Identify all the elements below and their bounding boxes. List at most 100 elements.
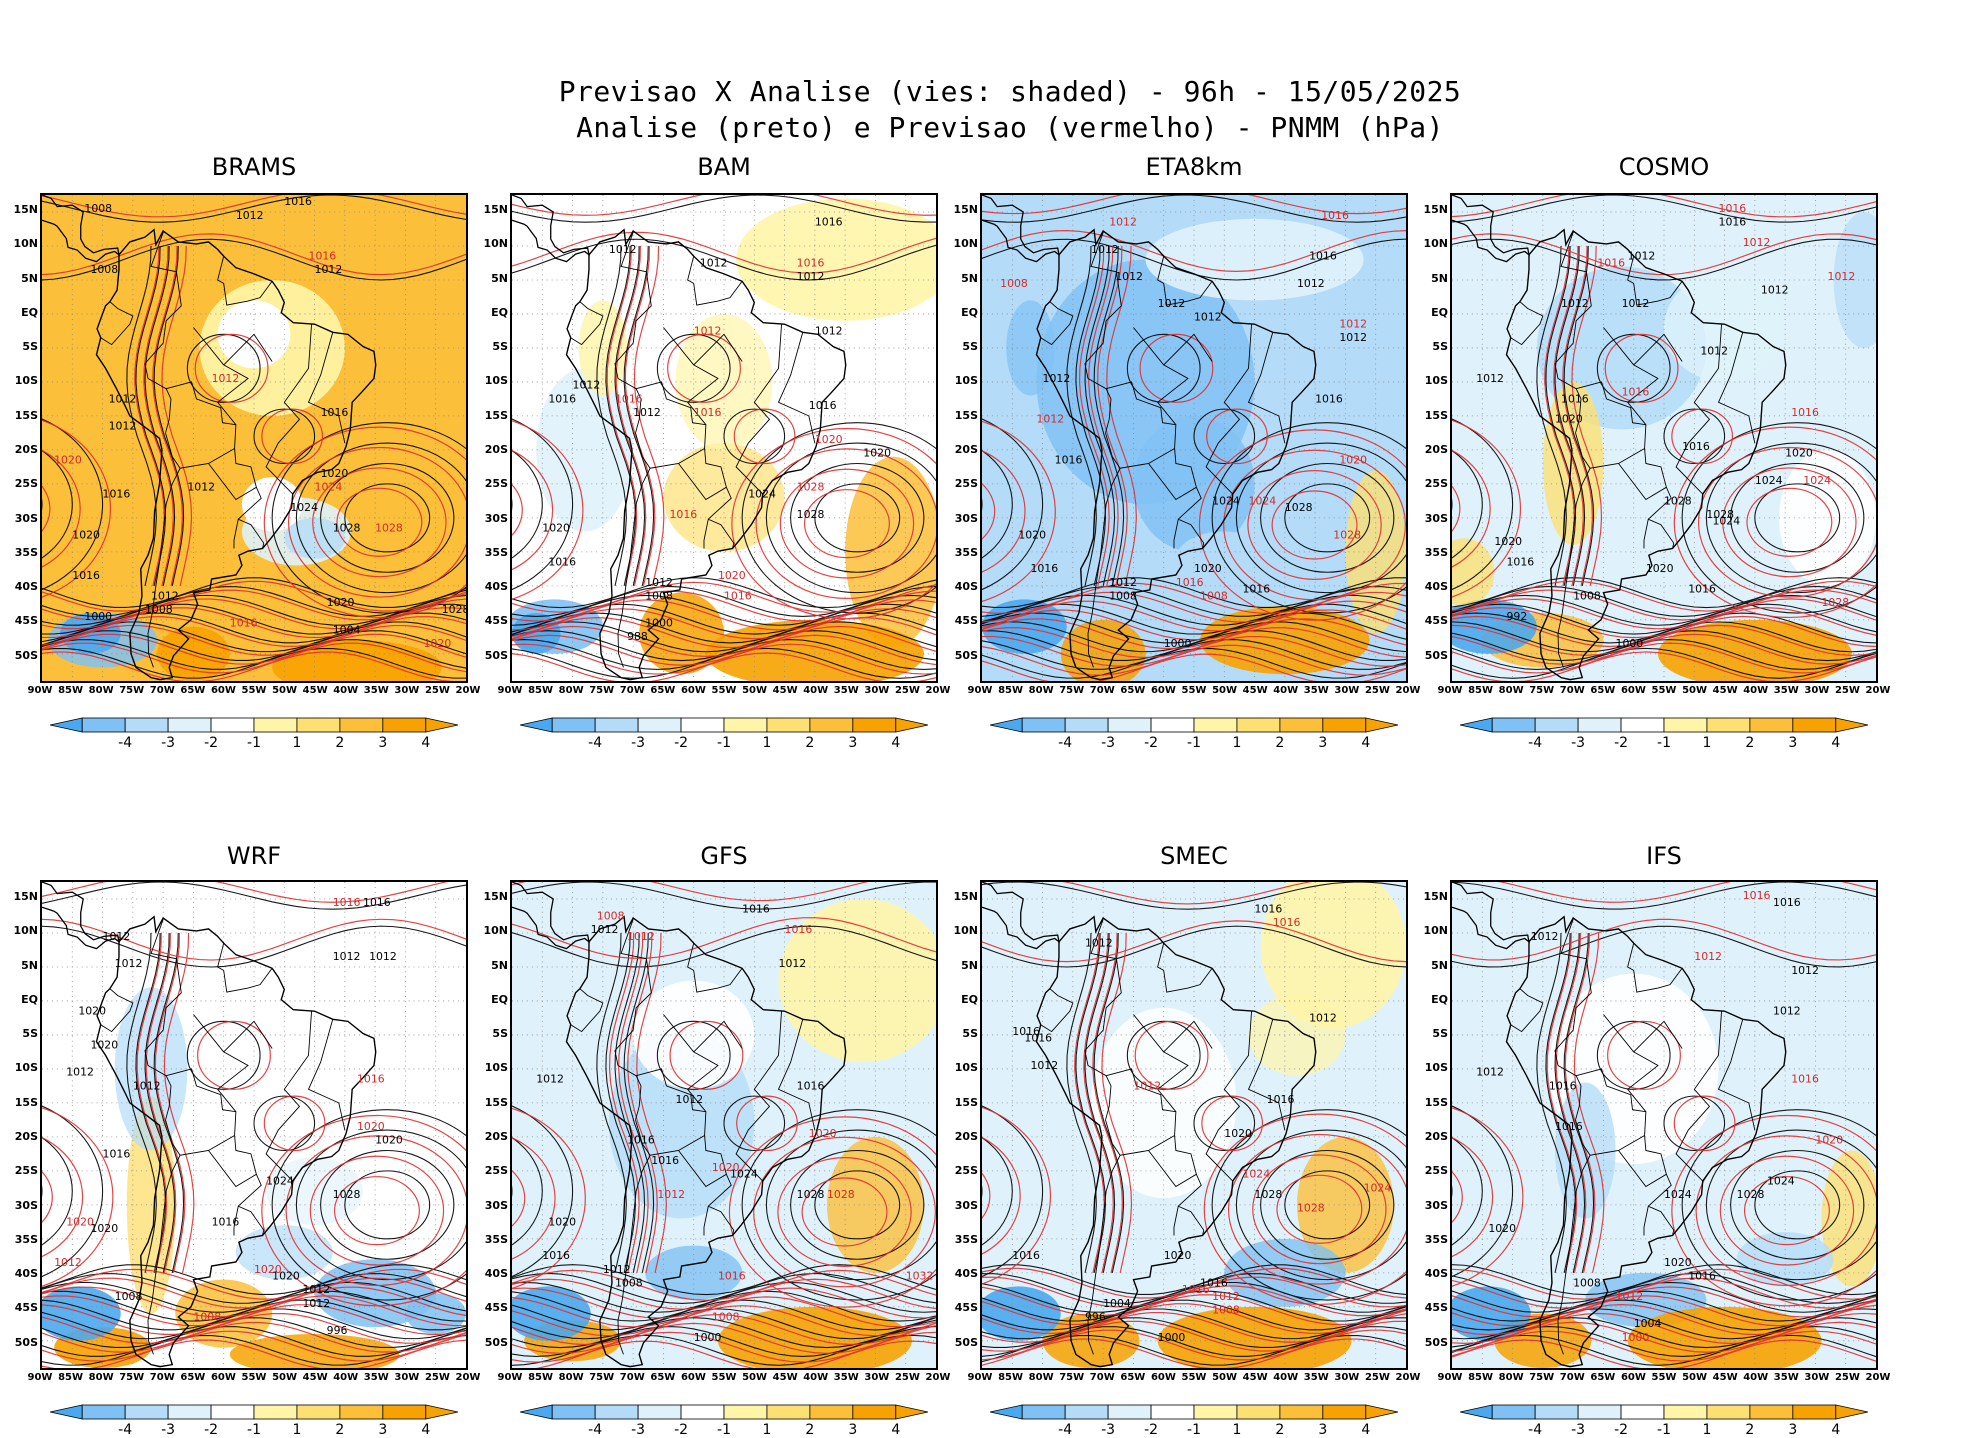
lon-tick-label: 35W (833, 1372, 859, 1383)
isobar-line (982, 450, 1026, 573)
central-america-coastline (982, 195, 1060, 263)
lat-tick-label: 20S (484, 442, 508, 456)
isobar-line (1452, 633, 1876, 665)
colorbar-segment (1706, 1404, 1751, 1420)
forecast-isobar-label: 1016 (1743, 889, 1771, 902)
border-line (687, 256, 743, 306)
forecast-isobar-label: 1012 (1109, 216, 1137, 229)
forecast-isobar-label: 1012 (1616, 1290, 1644, 1303)
analysis-isobar-label: 1028 (797, 508, 825, 521)
border-line (1627, 364, 1659, 425)
isobar-line (801, 1177, 888, 1247)
isobar-line (1101, 932, 1133, 1274)
panel-title: WRF (226, 842, 282, 870)
border-line (663, 1014, 743, 1053)
bias-blob (633, 980, 755, 1090)
lon-tick-label: 20W (1865, 685, 1891, 696)
analysis-isobar-label: 1016 (1507, 555, 1535, 568)
isobar-line (287, 446, 466, 598)
border-line (1084, 919, 1122, 1121)
central-america-coastline (512, 882, 590, 950)
south-america-coastline (1035, 915, 1317, 1368)
analysis-isobar-label: 1012 (302, 1297, 330, 1310)
lon-tick-label: 35W (833, 685, 859, 696)
lat-tick-label: EQ (961, 305, 978, 319)
colorbar-label: -4 (1528, 735, 1543, 751)
isobar-line (982, 1172, 991, 1219)
forecast-isobar-label: 1016 (333, 896, 361, 909)
analysis-isobar-label: 1020 (1194, 562, 1222, 575)
analysis-isobar-label: 1012 (1622, 297, 1650, 310)
map-frame: 1016 1016 1012 1012 1012 1012 1012 1016 1016 1016… (1450, 880, 1878, 1370)
lat-tick-label: 5S (492, 1027, 508, 1041)
isobar-line (42, 485, 51, 532)
lat-tick-label: 10S (954, 1061, 978, 1075)
lon-tick-label: 20W (1395, 1372, 1421, 1383)
analysis-isobar-label: 1016 (1242, 583, 1270, 596)
isobar-line (42, 1304, 466, 1335)
colorbar-label: 2 (1275, 1422, 1285, 1438)
lat-tick-label: 30S (1424, 1198, 1448, 1212)
lat-tick-label: 15S (484, 408, 508, 422)
isobar-line (336, 487, 423, 557)
lat-tick-label: 30S (484, 511, 508, 525)
isobar-line (512, 1290, 936, 1322)
isobar-line (512, 1278, 936, 1310)
analysis-isobar-label: 1020 (1224, 1127, 1252, 1140)
analysis-isobar-label: 988 (627, 630, 648, 643)
map-canvas: 1008101210161012101610081012101210121016… (42, 195, 466, 681)
colorbar-segment (1663, 1404, 1708, 1420)
forecast-isobar-label: 1020 (1339, 453, 1367, 466)
lat-tick-label: 45S (954, 614, 978, 628)
isobar-line (512, 1269, 936, 1301)
isobar-line (1705, 442, 1876, 594)
analysis-isobar-label: 1020 (72, 528, 100, 541)
isobar-line (618, 932, 649, 1274)
lat-tick-label: 10N (483, 237, 508, 251)
forecast-isobar-label: 1024 (1249, 494, 1277, 507)
isobar-line (42, 195, 466, 218)
analysis-isobar-label: 1016 (1682, 440, 1710, 453)
lat-tick-label: 25S (484, 477, 508, 491)
lat-tick-label: 15S (14, 408, 38, 422)
isobar-line (1452, 577, 1876, 609)
isobar-line (982, 1276, 1406, 1308)
isobar-line (42, 616, 466, 647)
colorbar-label: 2 (805, 1422, 815, 1438)
isobar-line (1452, 195, 1876, 223)
isobar-line (512, 599, 936, 631)
analysis-isobar-label: 1012 (1476, 372, 1504, 385)
isobar-line (1106, 245, 1137, 587)
lat-tick-label: 50S (1424, 648, 1448, 662)
colorbar-arrow-right (1835, 1404, 1869, 1420)
colorbar-arrow-left (519, 1404, 553, 1420)
isobar-line (1126, 1020, 1201, 1090)
analysis-isobar-label: 1016 (321, 406, 349, 419)
analysis-isobar-label: 1012 (66, 1066, 94, 1079)
border-line (663, 327, 743, 366)
lon-tick-label: 30W (864, 1372, 890, 1383)
analysis-isobar-label: 1012 (151, 589, 179, 602)
analysis-isobar-label: 1020 (1018, 528, 1046, 541)
forecast-isobar-label: 1008 (1200, 589, 1228, 602)
colorbar-segment (551, 717, 596, 733)
colorbar-label: 1 (1232, 1422, 1242, 1438)
isobar-line (512, 195, 936, 223)
isobar-line (1452, 1136, 1494, 1258)
forecast-isobar-label: 1028 (797, 481, 825, 494)
colorbar-label: 1 (292, 735, 302, 751)
colorbar-label: 3 (378, 1422, 388, 1438)
colorbar-arrow-right (1365, 1404, 1399, 1420)
isobar-line (135, 932, 166, 1273)
lon-tick-label: 80W (1498, 685, 1524, 696)
lon-tick-label: 70W (1089, 1372, 1115, 1383)
analysis-isobar-label: 1012 (1194, 311, 1222, 324)
lat-tick-label: 45S (484, 1301, 508, 1315)
forecast-isobar-label: 1012 (627, 930, 655, 943)
lat-tick-label: 25S (14, 1164, 38, 1178)
colorbar-label: 3 (378, 735, 388, 751)
analysis-isobar-label: 1016 (1561, 392, 1589, 405)
analysis-isobar-label: 1016 (651, 1154, 679, 1167)
